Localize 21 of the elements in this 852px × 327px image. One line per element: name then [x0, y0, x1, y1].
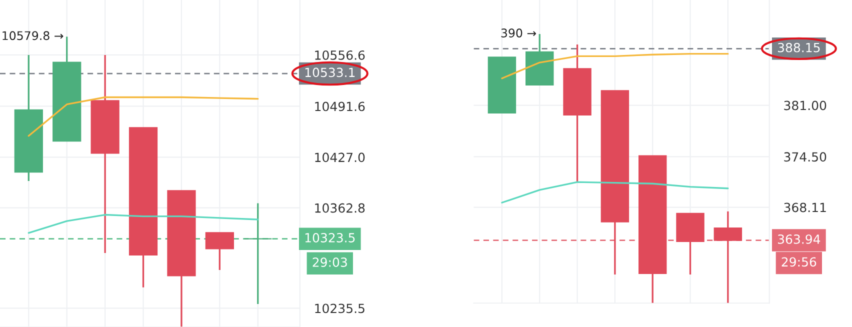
ref-line-label: 363.94	[778, 234, 820, 244]
line-series	[501, 181, 729, 204]
line-series	[28, 214, 259, 234]
ref-line-label: 388.15	[778, 42, 820, 52]
annotation: 10579.8 →	[2, 31, 64, 40]
text: 29:03	[312, 258, 347, 267]
line-series	[501, 52, 729, 80]
ref-line-label: 10533.1	[305, 68, 355, 78]
candlestick	[244, 202, 272, 305]
y-tick-label: 10491.6	[315, 102, 365, 112]
y-tick-label: 10235.5	[315, 304, 364, 314]
text: 29:56	[782, 257, 816, 267]
y-tick-label: 10427.0	[315, 152, 365, 162]
annotation: 390 →	[501, 28, 536, 38]
y-tick-label: 10362.8	[315, 203, 365, 213]
y-tick-label: 10556.6	[315, 50, 365, 60]
y-tick-label: 381.00	[784, 100, 826, 110]
y-tick-label: 368.11	[784, 202, 826, 212]
y-tick-label: 374.50	[784, 152, 826, 162]
ref-line-label: 10323.5	[305, 232, 355, 242]
line-series	[28, 96, 259, 137]
